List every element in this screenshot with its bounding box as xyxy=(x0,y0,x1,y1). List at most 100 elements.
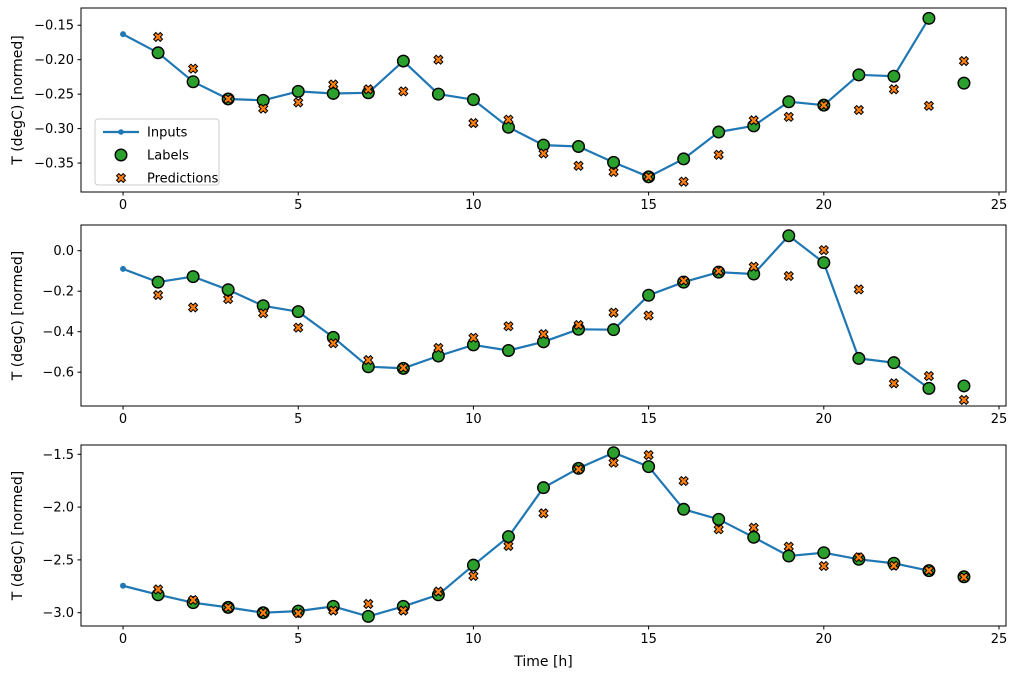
y-tick-label: −0.30 xyxy=(34,122,74,137)
predictions-marker xyxy=(748,522,759,533)
predictions-marker xyxy=(573,464,584,475)
labels-marker xyxy=(712,512,726,526)
predictions-marker xyxy=(713,265,724,277)
x-tick-label: 25 xyxy=(991,632,1008,647)
predictions-marker xyxy=(888,560,900,571)
predictions-marker xyxy=(678,475,689,487)
predictions-marker xyxy=(713,524,724,535)
axes-frame xyxy=(80,444,1007,627)
legend-predictions-marker-sample xyxy=(115,172,127,184)
labels-marker xyxy=(501,530,515,544)
predictions-marker xyxy=(608,307,619,318)
predictions-marker xyxy=(958,55,970,67)
inputs-line xyxy=(122,234,930,390)
labels-marker xyxy=(817,256,831,270)
labels-marker xyxy=(642,288,656,302)
predictions-marker xyxy=(398,362,409,373)
predictions-marker xyxy=(468,570,479,582)
x-tick-label: 0 xyxy=(119,632,127,647)
predictions-marker xyxy=(222,602,234,613)
labels-marker xyxy=(957,379,971,393)
labels-marker xyxy=(501,120,515,134)
predictions-marker xyxy=(853,552,865,563)
x-tick-label: 10 xyxy=(465,412,482,427)
predictions-marker xyxy=(538,328,549,340)
legend: Inputs Labels Predictions xyxy=(94,118,220,187)
labels-marker xyxy=(291,305,305,319)
predictions-marker xyxy=(678,275,689,286)
predictions-marker xyxy=(643,310,654,321)
labels-marker xyxy=(747,530,761,544)
y-tick-label: −0.6 xyxy=(42,366,74,381)
predictions-marker xyxy=(748,261,759,272)
predictions-marker xyxy=(923,100,935,112)
predictions-marker xyxy=(888,378,900,389)
predictions-marker xyxy=(363,598,374,610)
labels-marker xyxy=(501,344,515,358)
labels-marker xyxy=(782,229,796,243)
predictions-marker xyxy=(503,114,514,125)
predictions-marker xyxy=(853,284,865,295)
predictions-marker xyxy=(923,565,935,576)
predictions-marker xyxy=(608,166,619,178)
y-tick-label: −0.35 xyxy=(34,157,74,172)
subplot-1: 0 5 10 15 20 25 −0.15 −0.20 −0.25 −0.30 −0.35 T (de… xyxy=(10,7,1007,213)
predictions-marker xyxy=(923,370,935,382)
predictions-marker xyxy=(783,270,794,282)
inputs-line xyxy=(122,17,930,178)
labels-marker xyxy=(361,609,375,623)
y-axis-label: T (degC) [normed] xyxy=(10,35,26,166)
predictions-marker xyxy=(888,84,900,95)
legend-label: Inputs xyxy=(147,126,188,141)
labels-marker xyxy=(396,54,410,68)
predictions-marker xyxy=(853,104,865,116)
y-tick-label: −0.25 xyxy=(34,88,74,103)
predictions-marker xyxy=(222,93,234,105)
predictions-marker xyxy=(363,354,374,366)
labels-marker xyxy=(151,275,165,289)
labels-marker xyxy=(151,46,165,60)
axes-frame xyxy=(80,7,1007,193)
predictions-marker xyxy=(713,149,724,160)
labels-marker xyxy=(466,558,480,572)
legend-label: Labels xyxy=(147,149,189,164)
predictions-marker xyxy=(818,100,829,111)
x-tick-label: 20 xyxy=(816,198,833,213)
predictions-marker xyxy=(258,308,269,319)
predictions-marker xyxy=(152,289,164,301)
predictions-marker xyxy=(222,293,234,305)
labels-marker xyxy=(291,84,305,98)
y-tick-label: −0.4 xyxy=(42,325,74,340)
predictions-marker xyxy=(258,607,269,618)
predictions-marker xyxy=(748,115,759,126)
labels-marker xyxy=(887,69,901,83)
labels-marker xyxy=(466,93,480,107)
predictions-marker xyxy=(783,541,794,552)
labels-marker xyxy=(537,335,551,349)
legend-inputs-dot-sample xyxy=(118,129,124,135)
axes-frame xyxy=(80,224,1007,407)
predictions-marker xyxy=(538,508,549,519)
predictions-marker xyxy=(468,332,479,343)
labels-marker xyxy=(431,349,445,363)
labels-marker xyxy=(852,351,866,365)
inputs-line xyxy=(122,451,930,618)
labels-marker xyxy=(852,68,866,82)
predictions-marker xyxy=(187,302,199,313)
labels-marker xyxy=(431,87,445,101)
predictions-marker xyxy=(293,322,304,333)
labels-marker xyxy=(677,502,691,516)
predictions-marker xyxy=(152,31,164,43)
x-axis-label: Time [h] xyxy=(513,654,573,670)
y-tick-label: 0.0 xyxy=(53,244,74,259)
predictions-marker xyxy=(258,103,269,114)
predictions-marker xyxy=(328,79,339,90)
labels-marker xyxy=(186,270,200,284)
x-tick-label: 0 xyxy=(119,198,127,213)
labels-marker xyxy=(221,283,235,297)
labels-marker xyxy=(782,549,796,563)
labels-marker xyxy=(712,125,726,139)
x-tick-label: 0 xyxy=(119,412,127,427)
